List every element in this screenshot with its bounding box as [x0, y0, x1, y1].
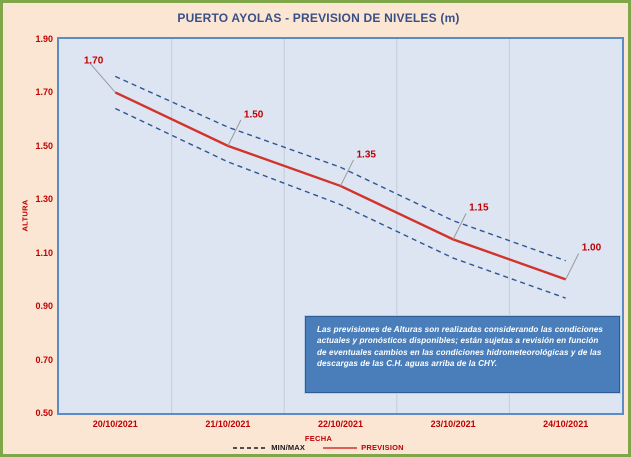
x-axis-tick: 21/10/2021 [205, 419, 251, 429]
series-line-minmax-min [114, 107, 566, 299]
y-axis-tick: 0.50 [35, 408, 53, 418]
legend-label-minmax: MIN/MAX [271, 443, 306, 452]
data-label-leader [227, 119, 242, 147]
legend-dashed-line-icon [233, 446, 268, 449]
data-label-prevision: 1.15 [469, 202, 489, 214]
legend-label-prevision: PREVISION [361, 443, 404, 452]
legend-solid-line-icon [323, 446, 358, 449]
data-label-leader [340, 159, 354, 187]
x-axis-tick: 23/10/2021 [430, 419, 476, 429]
x-axis-tick: 24/10/2021 [543, 419, 589, 429]
data-label-leader [88, 62, 116, 93]
x-axis-tick-labels: 20/10/2021 21/10/2021 22/10/2021 23/10/2021… [57, 419, 624, 435]
legend-item-prevision[interactable]: PREVISION [323, 443, 404, 452]
data-label-leader [565, 253, 580, 280]
chart-legend: MIN/MAX PREVISION [3, 443, 628, 452]
legend-item-minmax[interactable]: MIN/MAX [233, 443, 305, 452]
y-axis-tick: 1.10 [35, 247, 53, 258]
y-axis-tick: 1.90 [35, 34, 53, 44]
series-line-minmax-max [115, 75, 566, 262]
data-label-prevision: 1.70 [83, 55, 104, 67]
y-axis-tick: 1.50 [35, 140, 53, 151]
y-axis-tick: 1.70 [35, 87, 53, 98]
data-label-prevision: 1.35 [356, 149, 376, 161]
chart-plot-svg [88, 39, 580, 413]
x-axis-title: FECHA [304, 434, 333, 443]
x-axis-tick: 22/10/2021 [317, 419, 364, 429]
series-line-prevision [114, 91, 567, 281]
data-label-prevision: 1.00 [581, 242, 602, 254]
disclaimer-note-box: Las previsiones de Alturas son realizada… [305, 316, 620, 393]
y-axis-tick: 0.90 [35, 301, 53, 312]
data-label-leader [452, 213, 467, 240]
data-label-prevision: 1.50 [243, 109, 264, 121]
y-axis-tick-labels: 0.50 0.70 0.90 1.10 1.30 1.50 1.70 1.90 [3, 34, 53, 418]
x-axis-tick: 20/10/2021 [92, 419, 138, 429]
y-axis-tick: 0.70 [35, 354, 53, 365]
y-axis-tick: 1.30 [35, 194, 53, 205]
chart-title: PUERTO AYOLAS - PREVISION DE NIVELES (m) [177, 11, 460, 25]
